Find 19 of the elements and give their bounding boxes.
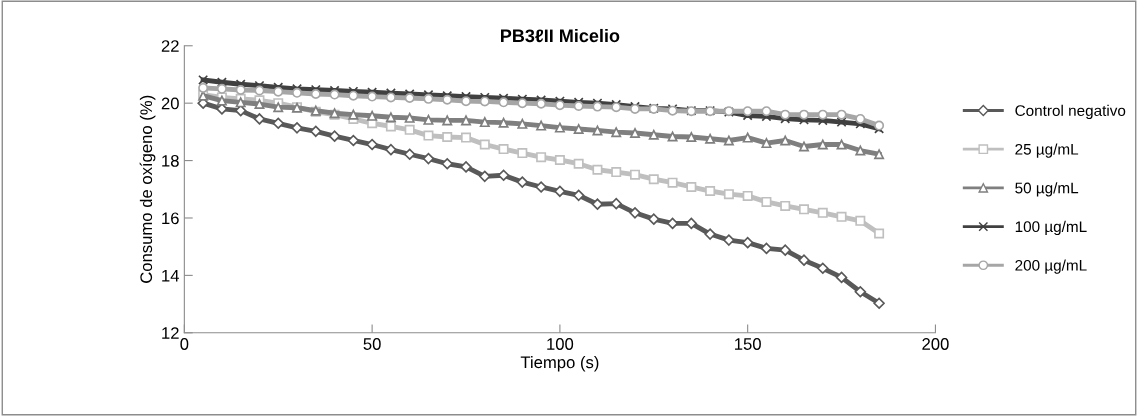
y-tick-label: 20	[161, 97, 179, 110]
y-tick-label: 16	[162, 212, 179, 225]
x-tick-label: 0	[180, 338, 189, 350]
x-axis-title: Tiempo (s)	[520, 355, 599, 372]
x-tick-label: 50	[363, 338, 381, 350]
legend-label: 25 µg/mL	[1015, 143, 1079, 158]
legend-label: 50 µg/mL	[1015, 182, 1079, 197]
legend-label: Control negativo	[1015, 104, 1126, 120]
x-tick-label: 200	[922, 338, 949, 350]
legend-label: 100 µg/mL	[1015, 220, 1087, 236]
y-axis-title: Consumo de oxígeno (%)	[139, 95, 156, 283]
y-tick-label: 18	[162, 154, 179, 167]
legend-label: 200 µg/mL	[1015, 259, 1087, 274]
x-tick-label: 150	[735, 338, 761, 350]
y-tick-label: 22	[161, 40, 179, 52]
y-tick-label: 12	[162, 327, 179, 339]
y-tick-label: 14	[162, 269, 180, 282]
chart-title: PB3ℓII Micelio	[501, 28, 620, 43]
x-tick-label: 100	[547, 338, 574, 350]
